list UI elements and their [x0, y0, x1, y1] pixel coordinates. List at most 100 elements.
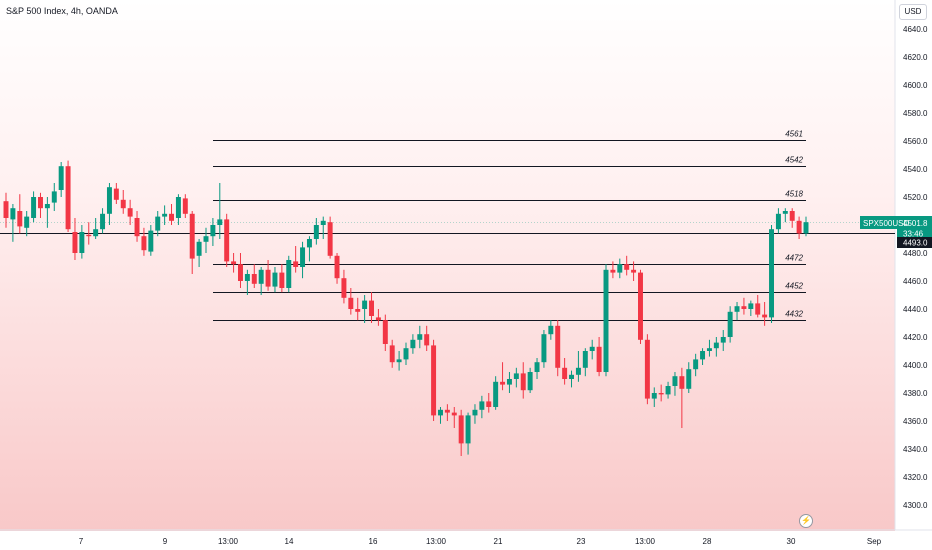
candle-body — [320, 220, 326, 225]
candle — [334, 253, 340, 284]
time-tick-label: 28 — [703, 537, 712, 546]
candle-body — [162, 213, 168, 217]
candle-body — [51, 191, 57, 203]
candle — [238, 253, 243, 288]
candle-body — [631, 269, 637, 273]
candle-body — [644, 339, 650, 399]
level-label-4432: 4432 — [785, 310, 803, 319]
candle — [493, 376, 499, 410]
candle-body — [251, 274, 257, 284]
candle-body — [341, 278, 347, 298]
level-price-text: 4493.0 — [903, 239, 928, 248]
candle-body — [451, 412, 457, 416]
candle-body — [658, 393, 664, 395]
candle — [300, 241, 306, 279]
candle-body — [65, 166, 71, 230]
candle — [500, 362, 506, 391]
candle — [375, 309, 381, 326]
time-axis[interactable]: 7 9 13:00 14 16 13:00 21 23 13:00 28 30 Sep — [79, 537, 882, 546]
candle-body — [562, 367, 568, 379]
candle — [672, 372, 678, 396]
candle — [410, 334, 416, 354]
candle — [451, 407, 457, 428]
candle — [38, 192, 43, 218]
candle-body — [24, 216, 30, 228]
candle-body — [534, 362, 540, 372]
candle-body — [375, 317, 381, 321]
candle — [327, 216, 333, 259]
candle — [424, 325, 430, 351]
candle-body — [417, 334, 423, 340]
candle-body — [748, 303, 754, 309]
candle-body — [382, 320, 388, 344]
candle-body — [720, 337, 726, 343]
candle-body — [113, 188, 119, 200]
candle — [320, 216, 326, 239]
candle-body — [279, 272, 285, 288]
price-tick-label: 4340.0 — [903, 445, 928, 454]
candle-body — [38, 197, 43, 209]
lightning-icon[interactable]: ⚡ — [799, 514, 813, 528]
candle — [196, 239, 202, 267]
candle-body — [17, 211, 23, 227]
price-axis-background — [895, 0, 932, 550]
currency-button[interactable]: USD — [899, 4, 927, 20]
price-tick-label: 4520.0 — [903, 193, 928, 202]
symbol-tag — [860, 216, 932, 229]
time-tick-label: Sep — [867, 537, 882, 546]
candle — [10, 204, 16, 242]
candle-body — [286, 260, 292, 288]
plot-background — [0, 0, 895, 550]
candle — [106, 183, 112, 225]
candle-body — [293, 261, 299, 267]
candle — [610, 261, 616, 279]
candle — [782, 208, 788, 223]
candle-body — [734, 306, 740, 312]
candle — [224, 213, 230, 267]
candle — [638, 269, 643, 344]
candle — [217, 183, 223, 239]
candle-body — [479, 401, 485, 410]
candle-body — [431, 345, 437, 416]
candle — [589, 339, 595, 360]
candle — [279, 264, 285, 293]
candle — [693, 353, 699, 377]
candle — [306, 236, 312, 262]
candle — [769, 225, 774, 323]
level-label-4452: 4452 — [785, 282, 803, 291]
candle-body — [334, 255, 340, 279]
candle-body — [148, 230, 154, 252]
candle — [189, 211, 195, 274]
candle-body — [513, 373, 519, 379]
candle — [486, 393, 492, 413]
candle — [120, 190, 126, 214]
candle-body — [444, 409, 450, 413]
candle-body — [569, 374, 574, 379]
candle-body — [396, 359, 402, 363]
candle-body — [196, 241, 202, 256]
candle-body — [617, 264, 623, 273]
candle-body — [272, 272, 278, 287]
price-tick-label: 4420.0 — [903, 333, 928, 342]
candle — [182, 194, 188, 218]
candle-body — [458, 415, 464, 444]
candle — [458, 409, 464, 456]
candle-body — [755, 303, 761, 315]
candle-body — [217, 219, 223, 225]
candle-body — [210, 225, 216, 237]
candle-body — [438, 409, 443, 416]
candle — [72, 218, 78, 260]
candle — [155, 211, 161, 237]
candle-body — [369, 300, 374, 316]
candle-body — [203, 236, 209, 242]
candle-body — [410, 339, 416, 349]
price-tick-label: 4360.0 — [903, 417, 928, 426]
price-tick-label: 4320.0 — [903, 473, 928, 482]
candle — [341, 269, 347, 304]
candle-body — [244, 274, 250, 281]
candle — [506, 372, 512, 393]
candle — [44, 197, 50, 228]
candle-body — [700, 351, 706, 360]
candle-body — [596, 346, 602, 372]
